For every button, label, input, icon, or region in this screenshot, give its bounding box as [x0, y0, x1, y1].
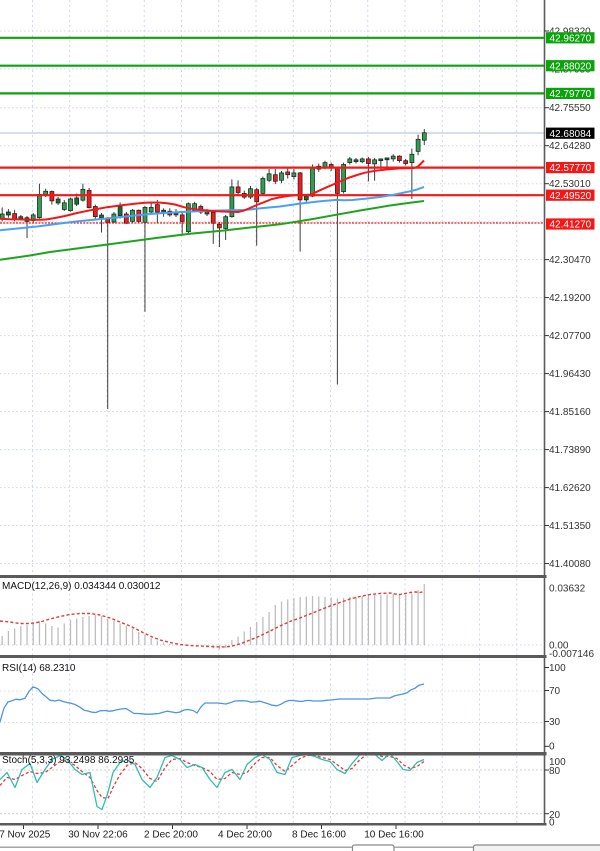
svg-text:RSI(14) 68.2310: RSI(14) 68.2310 [2, 663, 76, 674]
svg-text:MACD(12,26,9) 0.034344 0.03001: MACD(12,26,9) 0.034344 0.030012 [2, 581, 161, 592]
svg-text:0.00: 0.00 [549, 641, 569, 652]
svg-text:42.88020: 42.88020 [550, 61, 592, 72]
svg-text:42.49520: 42.49520 [550, 191, 592, 202]
svg-text:100: 100 [549, 663, 566, 674]
svg-text:41.73890: 41.73890 [549, 445, 591, 456]
svg-text:2 Dec 20:00: 2 Dec 20:00 [144, 830, 198, 841]
svg-text:10 Dec 16:00: 10 Dec 16:00 [364, 830, 424, 841]
svg-text:42.30470: 42.30470 [549, 255, 591, 266]
svg-text:42.41270: 42.41270 [550, 220, 592, 231]
svg-text:-0.007146: -0.007146 [549, 649, 594, 660]
svg-text:0: 0 [549, 818, 555, 829]
svg-text:42.79770: 42.79770 [550, 89, 592, 100]
svg-text:41.85160: 41.85160 [549, 407, 591, 418]
svg-text:100: 100 [549, 757, 566, 768]
svg-text:0.03632: 0.03632 [549, 583, 586, 594]
svg-text:42.07700: 42.07700 [549, 331, 591, 342]
svg-text:8 Dec 16:00: 8 Dec 16:00 [292, 830, 346, 841]
svg-text:42.19200: 42.19200 [549, 293, 591, 304]
svg-text:42.96270: 42.96270 [550, 33, 592, 44]
svg-text:42.64280: 42.64280 [549, 141, 591, 152]
svg-text:80: 80 [549, 766, 561, 777]
svg-text:41.62620: 41.62620 [549, 483, 591, 494]
svg-text:41.96430: 41.96430 [549, 369, 591, 380]
svg-text:41.51350: 41.51350 [549, 521, 591, 532]
svg-text:0: 0 [549, 742, 555, 753]
svg-text:27 Nov 2025: 27 Nov 2025 [0, 830, 51, 841]
svg-text:70: 70 [549, 686, 561, 697]
svg-text:41.40080: 41.40080 [549, 559, 591, 570]
svg-text:42.98320: 42.98320 [549, 26, 591, 37]
svg-text:30 Nov 22:06: 30 Nov 22:06 [68, 830, 128, 841]
svg-text:42.75550: 42.75550 [549, 103, 591, 114]
svg-text:4 Dec 20:00: 4 Dec 20:00 [218, 830, 272, 841]
svg-text:30: 30 [549, 717, 561, 728]
svg-text:42.53010: 42.53010 [549, 179, 591, 190]
svg-text:42.57770: 42.57770 [550, 163, 592, 174]
svg-text:Stoch(5,3,3) 93.2498 86.2935: Stoch(5,3,3) 93.2498 86.2935 [2, 755, 135, 766]
svg-text:42.68084: 42.68084 [550, 129, 592, 140]
svg-text:20: 20 [549, 810, 561, 821]
